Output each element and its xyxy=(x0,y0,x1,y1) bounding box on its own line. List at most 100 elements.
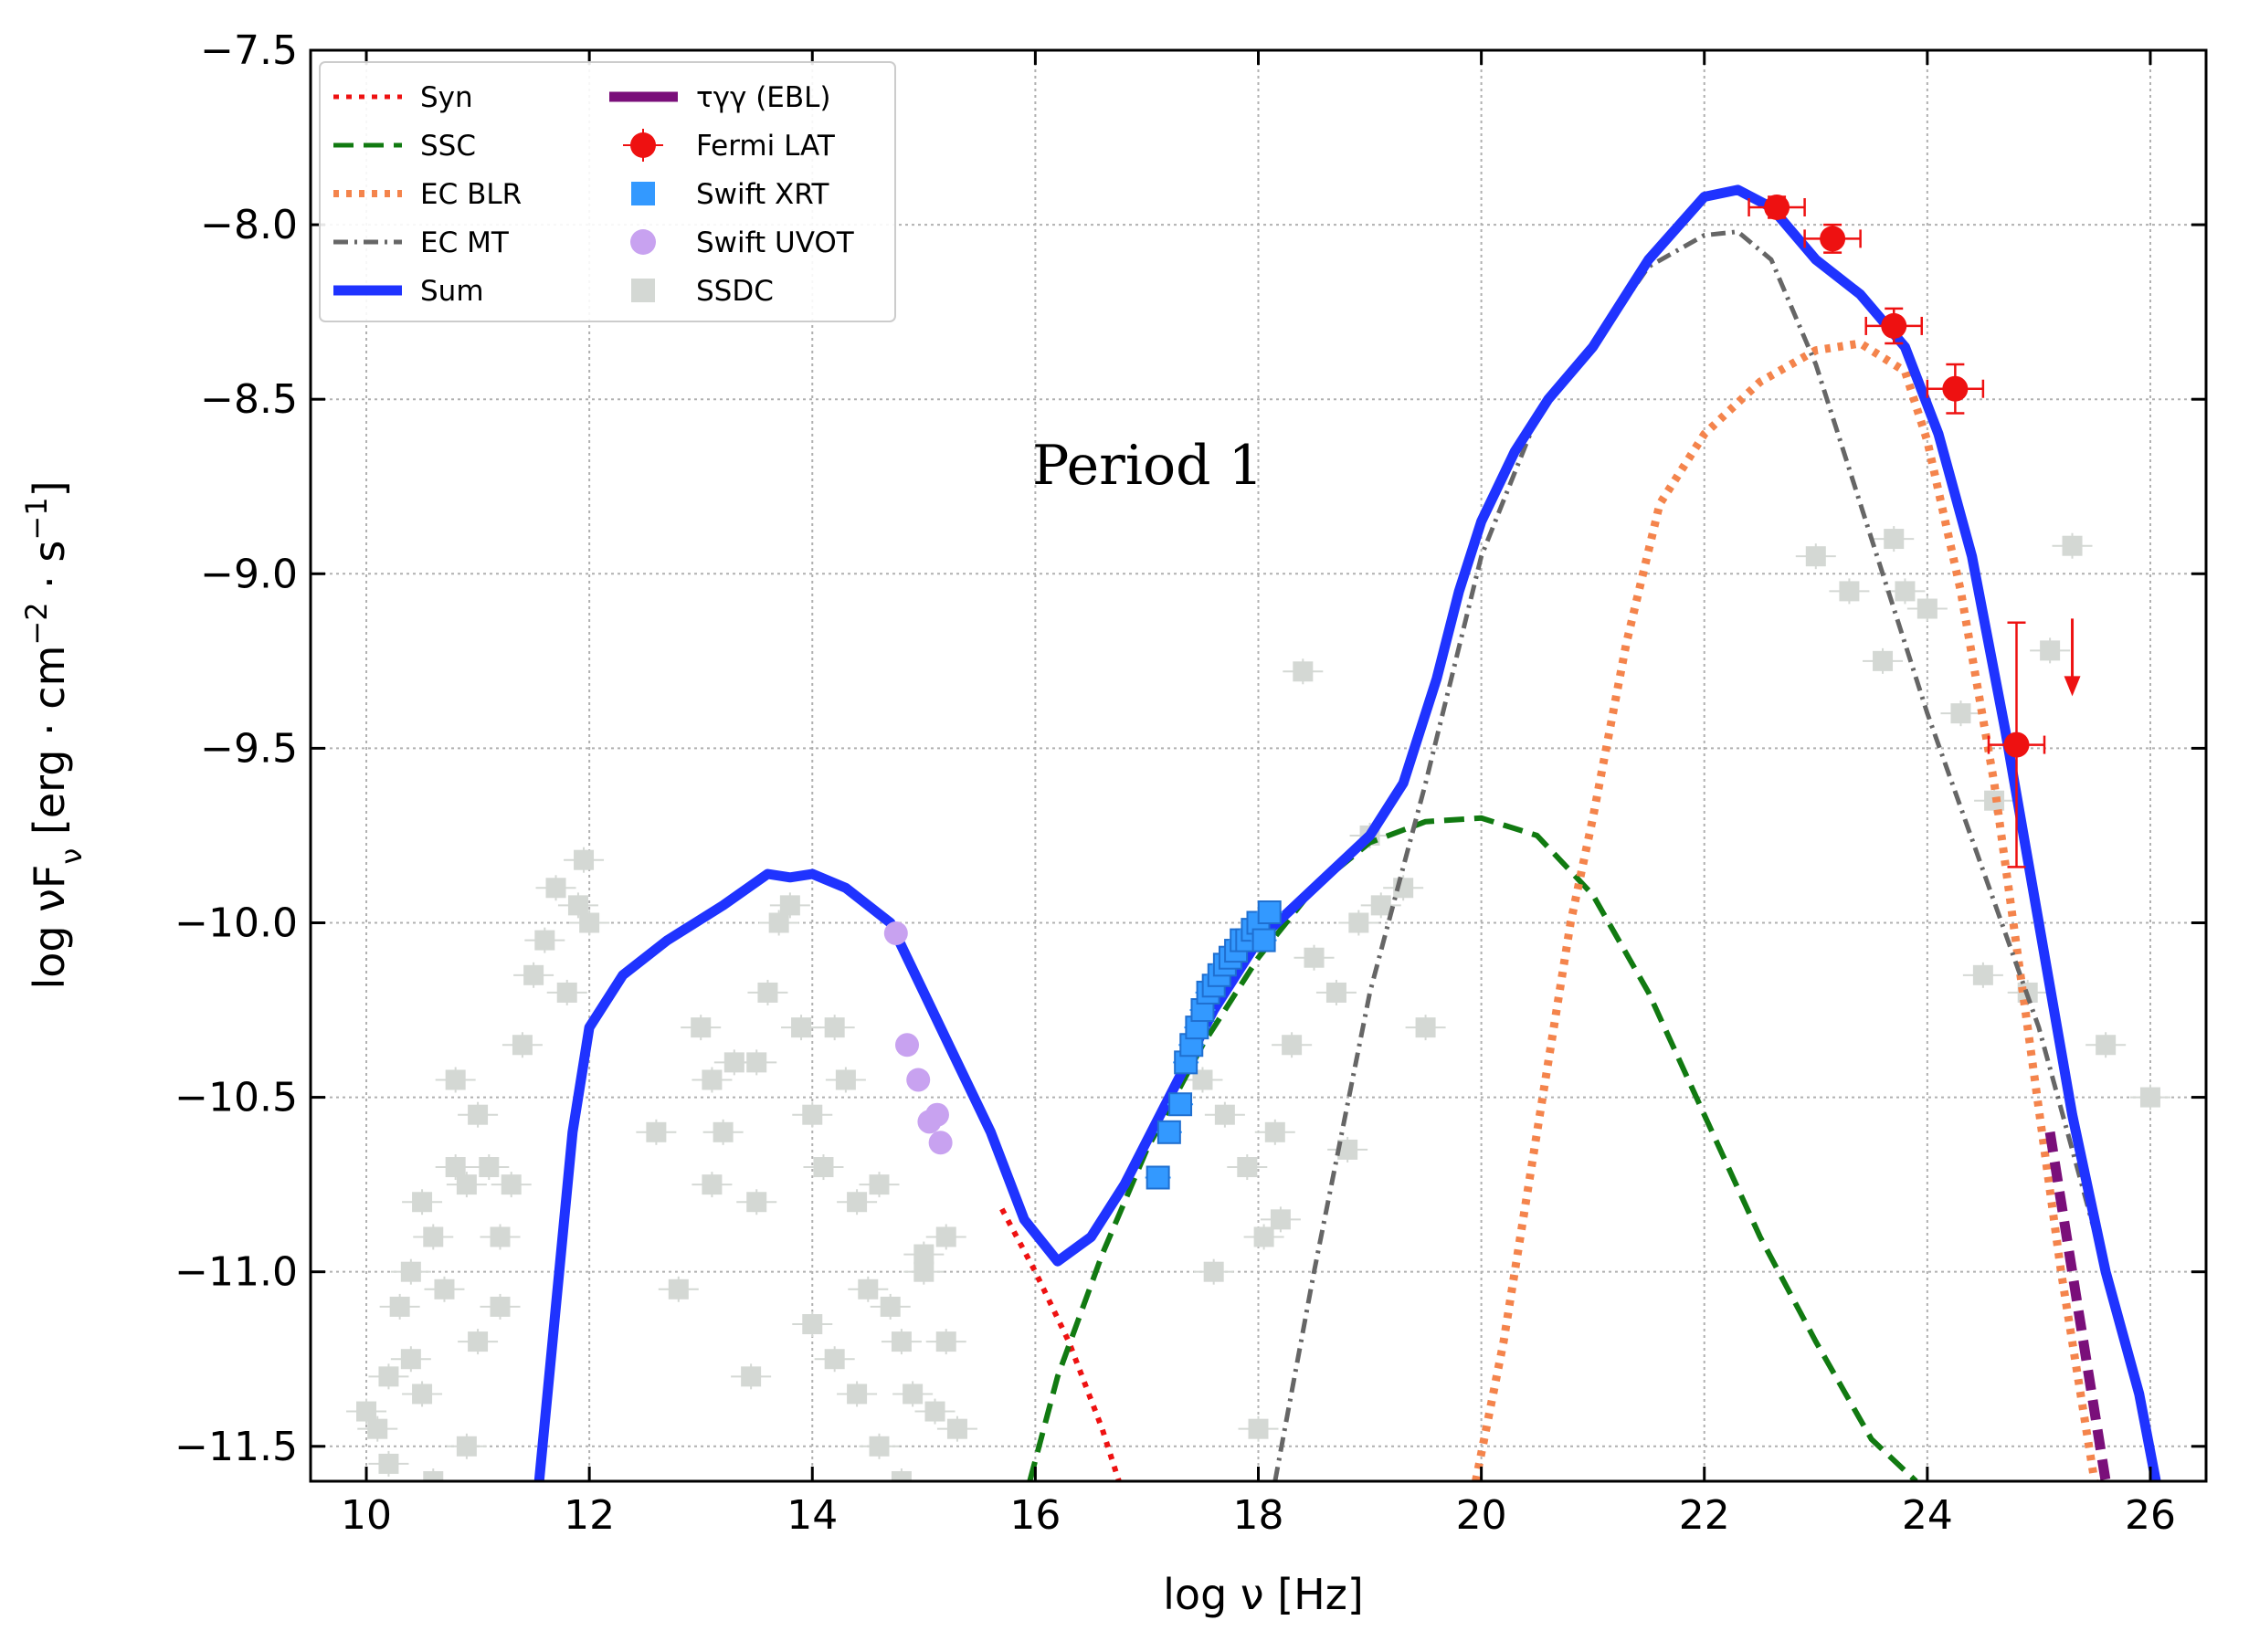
swift-xrt-point xyxy=(1251,928,1276,952)
series-syn-line xyxy=(999,1207,1122,1481)
y-label-exp1: −2 xyxy=(19,602,54,645)
x-tick-label: 10 xyxy=(341,1492,392,1539)
ssdc-point xyxy=(1972,964,1993,985)
swift-uvot-point xyxy=(895,1033,920,1057)
legend-marker-swatch xyxy=(630,229,656,255)
ssdc-point xyxy=(490,1226,511,1247)
ssdc-point xyxy=(2096,1035,2117,1056)
ssdc-point xyxy=(1337,1139,1358,1160)
ssdc-point xyxy=(400,1261,421,1282)
ssdc-point xyxy=(935,1226,956,1247)
y-tick-label: −10.5 xyxy=(174,1075,298,1121)
y-label-units: [erg · cm xyxy=(25,646,74,848)
ssdc-point xyxy=(574,849,595,870)
legend-marker-swatch xyxy=(631,182,655,205)
ssdc-point xyxy=(367,1418,388,1439)
ssdc-point xyxy=(646,1121,667,1142)
ssdc-point xyxy=(412,1384,433,1405)
series--ebl--line xyxy=(2044,1131,2111,1481)
ssdc-point xyxy=(1293,661,1314,682)
ssdc-point xyxy=(924,1401,945,1422)
ssdc-point xyxy=(813,1157,834,1178)
ssdc-point xyxy=(869,1436,890,1457)
ssdc-point xyxy=(702,1069,723,1090)
legend-label: Fermi LAT xyxy=(696,130,836,163)
y-tick-label: −11.5 xyxy=(174,1424,298,1470)
grid xyxy=(311,49,2206,1481)
legend-label: EC MT xyxy=(420,226,510,259)
ssdc-point xyxy=(423,1226,444,1247)
y-tick-label: −7.5 xyxy=(200,27,298,74)
model-curves xyxy=(533,184,2161,1481)
ssdc-point xyxy=(1253,1226,1274,1247)
ssdc-point xyxy=(779,895,800,916)
fermi-lat-point xyxy=(1881,312,1907,339)
ssdc-point xyxy=(847,1384,868,1405)
ssdc-point xyxy=(1873,650,1894,671)
legend-label: τγγ (EBL) xyxy=(696,81,831,114)
ssdc-point xyxy=(579,912,600,933)
legend-label: Syn xyxy=(420,81,473,114)
y-label-exp2: −1 xyxy=(19,497,54,540)
observation-points xyxy=(883,194,2081,1190)
series-ec-mt-line xyxy=(1272,229,2108,1481)
ssdc-point xyxy=(479,1157,500,1178)
ssdc-point xyxy=(1203,1261,1224,1282)
y-label-mid: · s xyxy=(25,541,74,603)
ssdc-point xyxy=(556,982,577,1003)
series-ssc-line xyxy=(1027,815,1918,1481)
legend-label: EC BLR xyxy=(420,178,522,211)
period-annotation: Period 1 xyxy=(1032,434,1263,498)
ssdc-point xyxy=(501,1174,522,1195)
ssdc-point xyxy=(1805,546,1826,567)
ssdc-point xyxy=(791,1017,812,1038)
ssdc-point xyxy=(913,1261,934,1282)
ssdc-point xyxy=(412,1192,433,1213)
ssdc-point xyxy=(1237,1157,1258,1178)
y-label-base: log νF xyxy=(25,865,74,990)
ssdc-point xyxy=(802,1314,823,1335)
ssdc-point xyxy=(880,1296,901,1317)
ssdc-point xyxy=(2062,535,2083,556)
ssdc-point xyxy=(1270,1209,1291,1230)
x-tick-label: 24 xyxy=(1902,1492,1953,1539)
ssdc-point xyxy=(1214,1104,1235,1125)
ssdc-point xyxy=(891,1471,912,1481)
swift-xrt-point xyxy=(1257,900,1282,925)
ssdc-point xyxy=(946,1418,967,1439)
ssdc-point xyxy=(545,878,566,899)
ssdc-point xyxy=(1248,1418,1269,1439)
y-label-close: ] xyxy=(25,480,74,497)
fermi-lat-point xyxy=(2003,731,2030,758)
legend-label: SSC xyxy=(420,130,476,163)
ssdc-point xyxy=(2139,1087,2160,1108)
legend-label: Swift UVOT xyxy=(696,226,855,259)
x-tick-label: 16 xyxy=(1009,1492,1061,1539)
swift-uvot-point xyxy=(924,1102,949,1127)
legend-box xyxy=(319,61,896,322)
x-tick-label: 26 xyxy=(2125,1492,2176,1539)
ssdc-point xyxy=(567,895,588,916)
ssdc-point xyxy=(490,1296,511,1317)
ssdc-point xyxy=(445,1069,466,1090)
ssdc-point xyxy=(903,1384,924,1405)
ssdc-point xyxy=(723,1052,744,1073)
swift-xrt-point xyxy=(1146,1165,1170,1190)
y-tick-label: −9.5 xyxy=(200,725,298,772)
ssdc-point xyxy=(389,1296,410,1317)
y-tick-label: −9.0 xyxy=(200,551,298,597)
ssdc-point xyxy=(1884,529,1905,550)
fermi-lat-point xyxy=(1820,226,1846,252)
legend-label: SSDC xyxy=(696,275,774,308)
ssdc-point xyxy=(691,1017,712,1038)
x-tick-label: 20 xyxy=(1456,1492,1507,1539)
ssdc-point xyxy=(1192,1069,1213,1090)
y-tick-label: −11.0 xyxy=(174,1249,298,1296)
ssdc-point xyxy=(835,1069,856,1090)
ssdc-point xyxy=(913,1244,934,1265)
ssdc-point xyxy=(1304,947,1325,968)
y-tick-label: −8.5 xyxy=(200,376,298,423)
y-axis-label: log νFν [erg · cm−2 · s−1] xyxy=(19,480,89,989)
series-sum-line xyxy=(533,184,2161,1481)
ssdc-point xyxy=(746,1052,767,1073)
